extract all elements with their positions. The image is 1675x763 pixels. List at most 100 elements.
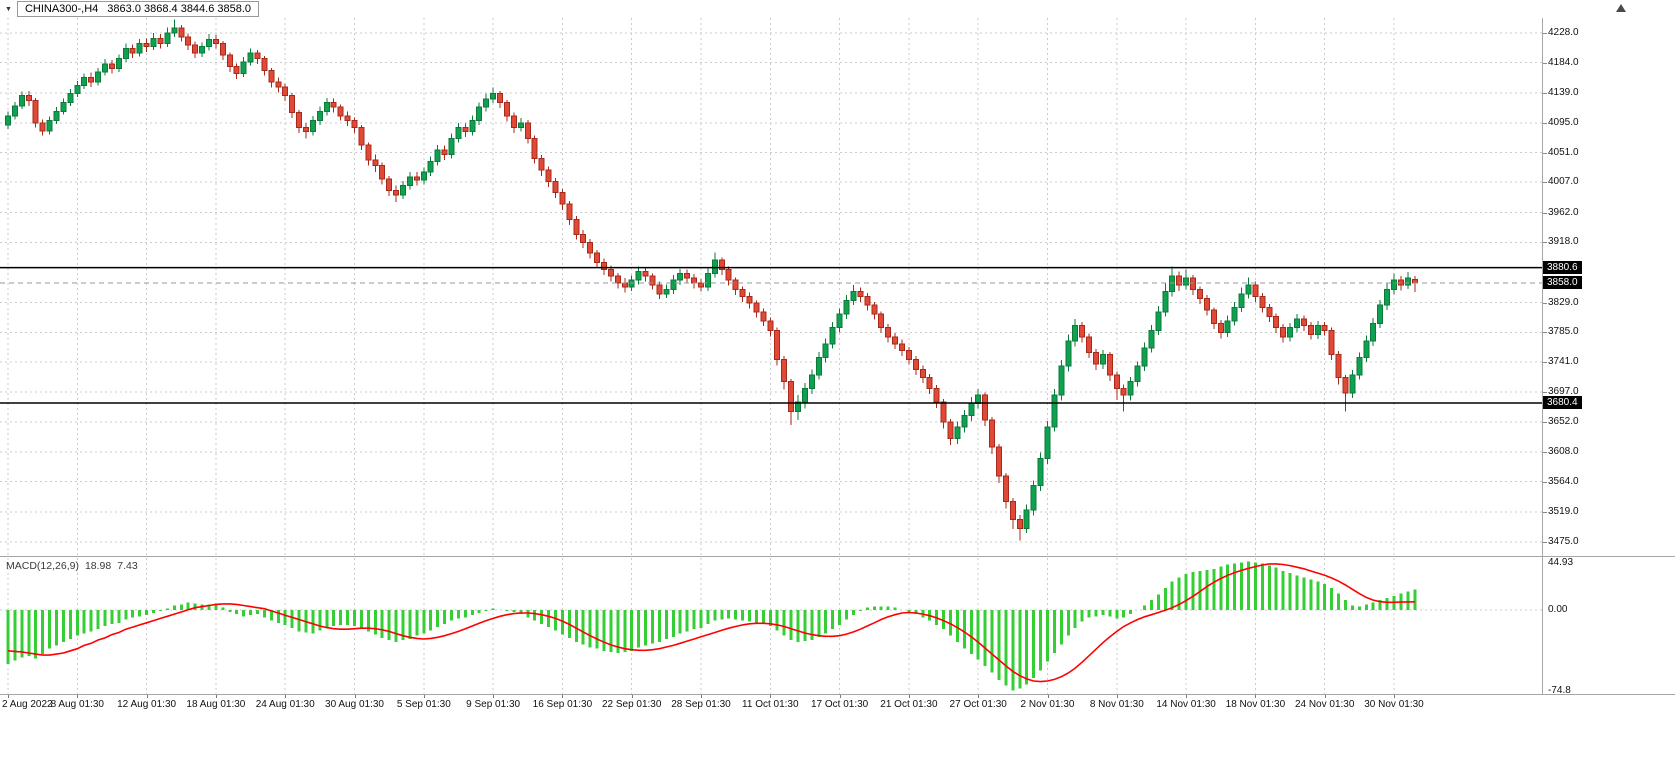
candle [1210,307,1217,329]
candle [469,115,476,136]
candle [476,102,483,125]
price-axis-border-line [1542,18,1543,695]
candle [1411,275,1418,293]
chart-shift-marker[interactable] [1616,4,1626,12]
window-menu-icon[interactable]: ▼ [5,5,12,13]
candle [656,281,663,300]
macd-indicator-label: MACD(12,26,9) 18.98 7.43 [6,560,138,572]
price-tick-label: 4051.0 [1548,146,1579,158]
candle [600,258,607,275]
candle [1370,318,1377,346]
candle [157,34,164,49]
time-tick-mark [8,695,9,698]
price-chart[interactable] [0,18,1542,556]
price-tick-label: 3475.0 [1548,535,1579,547]
price-tick-label: 3962.0 [1548,206,1579,218]
candle [580,230,587,248]
candle [732,277,739,296]
panel-divider[interactable] [0,556,1675,557]
price-axis[interactable]: 4228.0 4184.0 4139.0 4095.0 4051.0 4007.0 3962… [1543,0,1675,714]
candle [725,266,732,286]
macd-panel[interactable] [0,558,1542,694]
price-tick-mark [1543,182,1547,184]
time-tick-label: 18 Nov 01:30 [1225,699,1286,710]
time-tick-mark [631,695,633,698]
time-tick-mark [285,695,287,698]
candle [247,48,254,66]
candle [1252,281,1259,302]
time-tick-label: 30 Aug 01:30 [325,699,384,710]
macd-axis-label: 44.93 [1548,557,1574,568]
candle [878,311,885,333]
candle [483,93,490,112]
price-tick-label: 4095.0 [1548,116,1579,128]
price-tick-mark [1543,32,1547,34]
candle [594,249,601,269]
candle [1384,283,1391,310]
candle [954,421,961,444]
candle [351,117,358,133]
candle [892,332,899,350]
candle [46,116,53,135]
candle [871,301,878,320]
candle [517,118,524,132]
candlestick-canvas[interactable] [0,18,1542,556]
time-tick-label: 18 Aug 01:30 [186,699,246,710]
candle [1245,277,1252,299]
candle [767,317,774,337]
candle [1231,301,1238,326]
candle [573,216,580,240]
price-tick-mark [1543,541,1547,543]
ohlc-readout: 3863.0 3868.4 3844.6 3858.0 [107,3,252,15]
price-tick-mark [1543,422,1547,424]
price-tick-label: 4139.0 [1548,87,1579,99]
candle [88,72,95,87]
time-tick-label: 9 Sep 01:30 [466,699,521,710]
time-tick-label: 11 Oct 01:30 [742,699,799,710]
time-tick-mark [908,695,910,698]
candle [268,68,275,88]
candle [337,104,344,121]
candle [1148,324,1155,353]
candle [781,355,788,390]
candle [1328,327,1335,360]
candle [1190,274,1197,296]
time-tick-mark [423,695,425,698]
candle [524,120,531,144]
price-tick-mark [1543,481,1547,483]
candle [1342,374,1349,412]
candle [108,59,115,74]
candle [233,63,240,79]
price-tick-mark [1543,242,1547,244]
candle [289,93,296,119]
price-tick-label: 3519.0 [1548,506,1579,518]
candle [1162,282,1169,317]
candle [240,57,247,77]
candle [850,284,857,306]
candle [344,111,351,127]
candle [829,322,836,349]
candle [995,443,1002,484]
candle [559,188,566,210]
candle [122,43,129,62]
candle [150,32,157,50]
candle [684,269,691,284]
candle [365,142,372,166]
time-tick-mark [701,695,702,698]
candle [74,80,81,98]
candle [1086,333,1093,358]
candle [836,308,843,333]
time-tick-label: 2 Nov 01:30 [1020,699,1075,710]
price-tick-label: 3608.0 [1548,445,1579,457]
time-axis[interactable]: 2 Aug 2022 8 Aug 01:30 12 Aug 01:30 18 Aug … [0,695,1675,715]
price-tick-label: 3829.0 [1548,296,1579,308]
candle [129,44,136,58]
candle [143,38,150,52]
candle [1280,324,1287,343]
candle [1287,322,1294,342]
candle [406,172,413,190]
macd-canvas[interactable] [0,558,1542,694]
candle [1196,286,1203,304]
candle [1307,322,1314,340]
macd-main-value: 18.98 [84,560,112,572]
